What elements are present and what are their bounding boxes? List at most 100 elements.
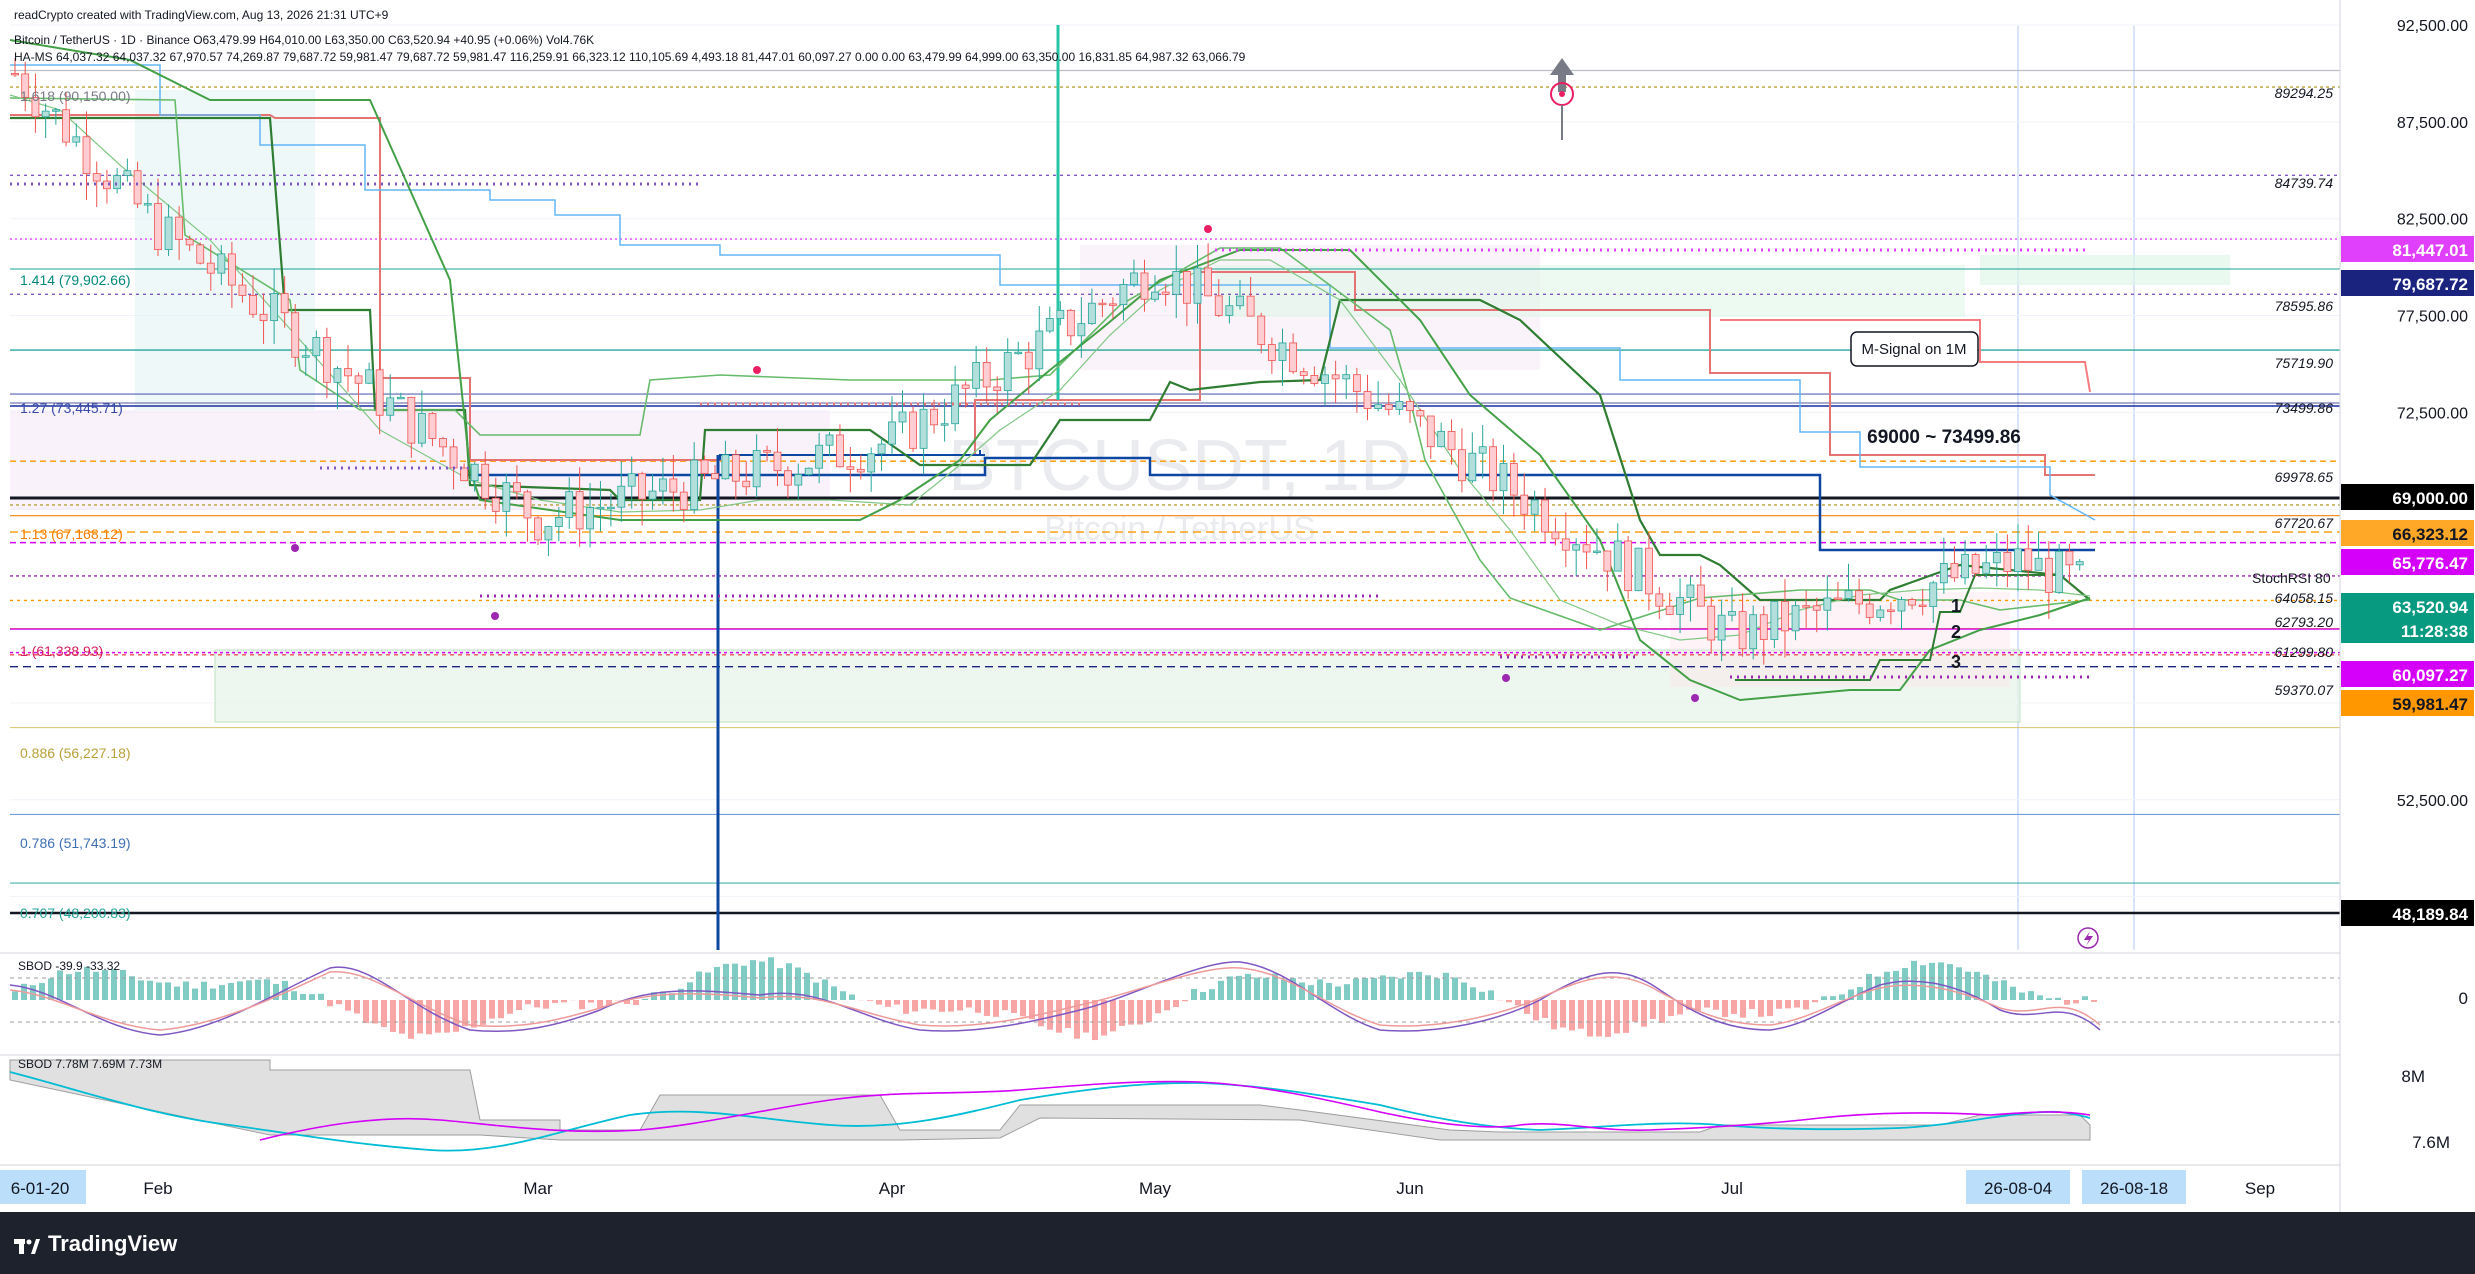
badge-63520: [2341, 593, 2474, 643]
candle-body: [951, 384, 960, 425]
candle-body: [449, 446, 458, 469]
candle-body: [1352, 374, 1361, 392]
candle-body: [1961, 554, 1969, 579]
sbod-bar: [912, 1000, 918, 1012]
sbod-bar: [903, 1000, 909, 1014]
candle-body: [1447, 430, 1456, 451]
msignal-callout: [1850, 331, 1979, 367]
sbod-bar: [1326, 982, 1332, 1000]
candle-body: [1886, 609, 1895, 612]
sbod-bar: [606, 1000, 612, 1006]
candle-body: [1971, 554, 1980, 574]
sbod-bar: [876, 1000, 882, 1005]
sbod-bar: [471, 1000, 477, 1028]
candle-body: [1310, 375, 1319, 384]
sbod-bar: [705, 972, 711, 1000]
candle-body: [344, 368, 352, 377]
tradingview-brand[interactable]: TradingView: [14, 1231, 177, 1257]
candle-body: [1098, 302, 1107, 306]
candle-body: [565, 491, 574, 518]
sbod-bar: [2010, 986, 2016, 1000]
candle-body: [1665, 605, 1674, 615]
candle-body: [1204, 267, 1213, 297]
candle-body: [659, 478, 667, 492]
signal-dot: [753, 366, 761, 374]
candle-body: [2065, 550, 2074, 566]
candle-body: [1437, 430, 1446, 448]
candles: [11, 58, 2084, 665]
sbod-bar: [2001, 980, 2007, 1000]
sbod-bar: [1551, 1000, 1557, 1030]
candle-body: [940, 423, 949, 426]
sbod-bar: [1632, 1000, 1638, 1022]
candle-body: [1426, 415, 1435, 448]
level-label: 62793.20: [2275, 614, 2334, 630]
badge-text: 79,687.72: [2392, 275, 2468, 294]
candle-body: [428, 413, 437, 439]
sbod-bar: [516, 1000, 522, 1010]
candle-body: [1478, 446, 1487, 454]
price-chart[interactable]: BTCUSDT, 1D Bitcoin / TetherUS: [0, 0, 2475, 1212]
sbod-bar: [1443, 972, 1449, 1000]
up-arrow-icon: [1550, 58, 1574, 92]
candle-body: [1246, 295, 1255, 317]
sbod-bar: [948, 1000, 954, 1012]
symbol-ohlc[interactable]: Bitcoin / TetherUS · 1D · Binance O63,47…: [14, 33, 595, 47]
sbod-bar: [1335, 986, 1341, 1000]
pink-zone: [1670, 592, 2010, 687]
candle-body: [1214, 295, 1223, 316]
sbod-bar: [1461, 982, 1467, 1000]
sbod-bar: [1866, 973, 1872, 1000]
price-tick: 52,500.00: [2397, 793, 2468, 810]
fib-label: 0.786 (51,743.19): [20, 835, 131, 851]
sbod-bar: [1119, 1000, 1125, 1026]
navy-level-line: [460, 456, 2095, 552]
sbod-bar: [219, 985, 225, 1000]
sbod-bar: [1011, 1000, 1017, 1014]
sbod-bar: [75, 971, 81, 1000]
candle-body: [1855, 590, 1864, 605]
candle-body: [773, 451, 782, 472]
sbod-bar: [750, 960, 756, 1000]
sbod-bar: [255, 979, 261, 1000]
candle-body: [1834, 597, 1842, 600]
candle-body: [470, 463, 479, 482]
sbod-axis-tick: 0: [2459, 989, 2468, 1008]
vol-line-magenta: [259, 1080, 2091, 1141]
sbod-bar: [2055, 997, 2061, 1000]
sbod-bar: [1029, 1000, 1035, 1020]
month-label: Feb: [143, 1179, 172, 1198]
candle-body: [1289, 342, 1298, 373]
candle-body: [407, 396, 416, 444]
sbod-bar: [2046, 998, 2052, 1000]
sbod-bar: [1596, 1000, 1602, 1037]
sbod-bar: [1146, 1000, 1152, 1022]
level-label: 64058.15: [2275, 590, 2334, 606]
tradingview-logo-icon: [14, 1235, 40, 1254]
green-ma-line-3: [9, 39, 2091, 702]
vol-axis-tick: 8M: [2401, 1067, 2425, 1086]
candle-body: [270, 293, 279, 322]
month-label: May: [1139, 1179, 1172, 1198]
candle-body: [1077, 323, 1086, 337]
candle-body: [1918, 604, 1927, 607]
candle-body: [417, 413, 426, 444]
sbod-bar: [1524, 1000, 1530, 1014]
candle-body: [1770, 601, 1779, 640]
sbod-bar: [1245, 973, 1251, 1000]
level-label: 89294.25: [2275, 85, 2334, 101]
badge-65776: [2341, 549, 2474, 575]
candle-body: [92, 173, 101, 182]
candle-body: [1161, 291, 1170, 295]
ha-ms-legend[interactable]: HA-MS 64,037.32 64,037.32 67,970.57 74,2…: [14, 50, 1246, 64]
candle-body: [627, 473, 636, 487]
sbod-bar: [1614, 1000, 1620, 1034]
candle-body: [804, 467, 813, 475]
candle-body: [185, 238, 194, 246]
price-tick: 92,500.00: [2397, 18, 2468, 35]
badge-69000: [2341, 484, 2474, 510]
candle-body: [123, 170, 132, 176]
sbod-bar: [1695, 1000, 1701, 1011]
sbod-bar: [480, 1000, 486, 1025]
